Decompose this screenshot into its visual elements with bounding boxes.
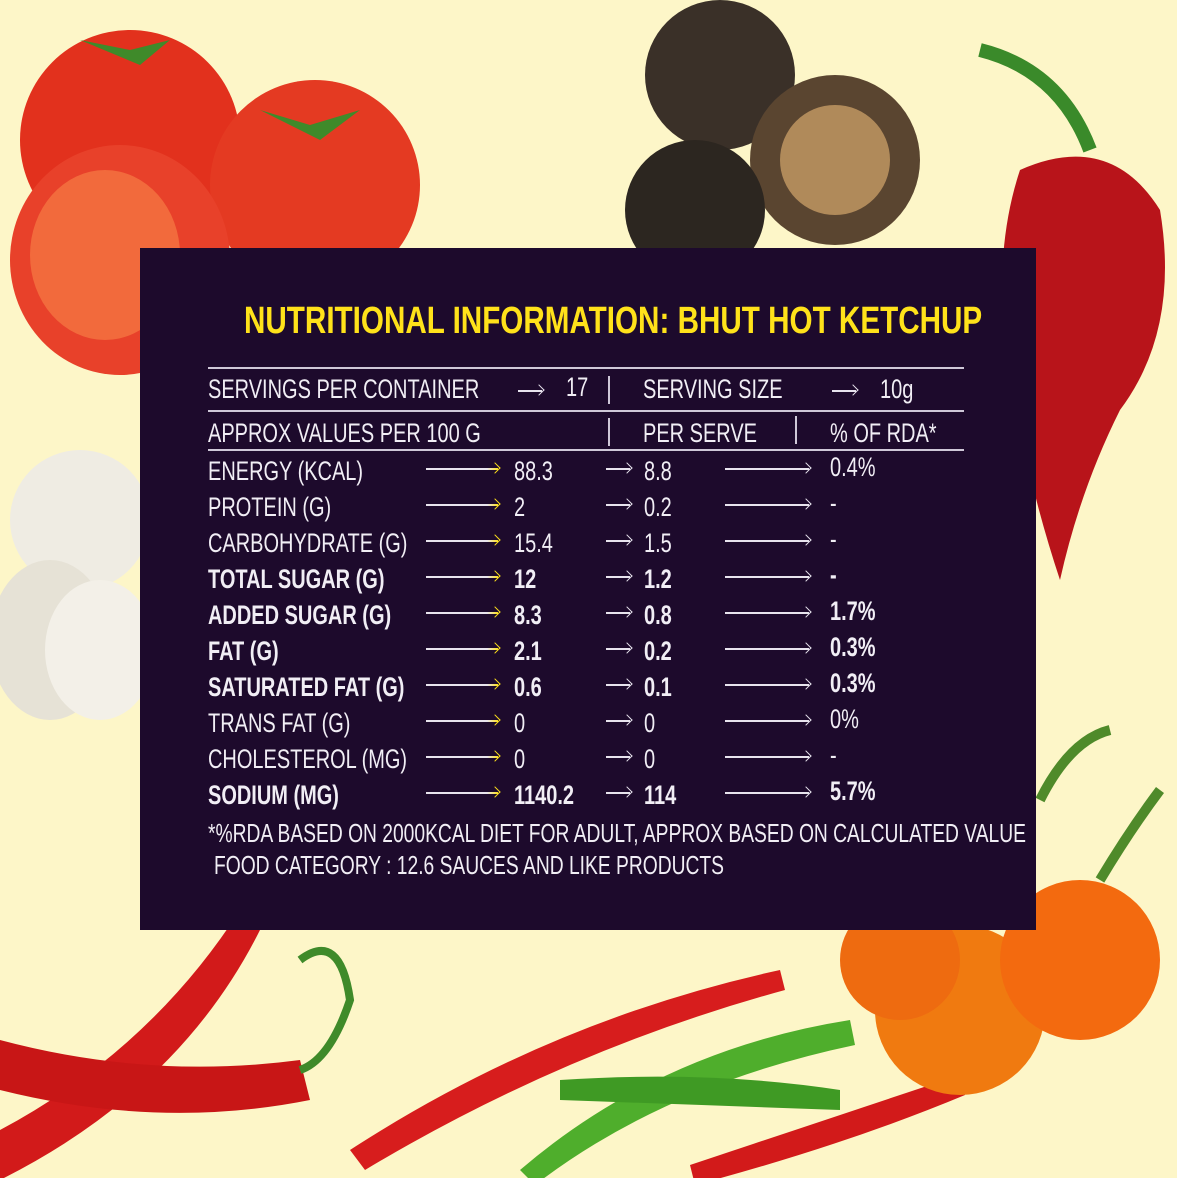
garlic-icon — [0, 450, 155, 720]
arrow-icon — [426, 576, 498, 578]
servings-value: 17 — [566, 372, 589, 402]
nutrient-per-serve: 1.2 — [644, 564, 672, 594]
arrow-icon — [725, 648, 809, 650]
nutrient-per100: 1140.2 — [514, 780, 575, 810]
arrow-icon — [725, 468, 809, 470]
truffle-icon — [625, 0, 920, 280]
nutrient-per-serve: 0 — [644, 744, 656, 774]
title: NUTRITIONAL INFORMATION: BHUT HOT KETCHU… — [244, 300, 983, 342]
nutrient-name: FAT (G) — [208, 636, 279, 666]
divider — [208, 367, 964, 369]
nutrient-per100: 12 — [514, 564, 537, 594]
header-per-serve: PER SERVE — [643, 418, 758, 448]
arrow-icon — [606, 576, 630, 578]
reaper-pepper-icon — [978, 43, 1165, 580]
nutrient-rda: - — [830, 740, 837, 770]
arrow-icon — [832, 390, 856, 392]
arrow-icon — [426, 468, 498, 470]
header-rda: % OF RDA* — [830, 418, 937, 448]
arrow-icon — [518, 390, 542, 392]
arrow-icon — [606, 792, 630, 794]
divider — [608, 418, 610, 446]
arrow-icon — [606, 540, 630, 542]
nutrient-per100: 8.3 — [514, 600, 542, 630]
nutrient-name: ENERGY (KCAL) — [208, 456, 364, 486]
nutrient-rda: 0% — [830, 704, 859, 734]
nutrient-rda: - — [830, 488, 837, 518]
nutrient-rda: 5.7% — [830, 776, 876, 806]
nutrient-per-serve: 0.2 — [644, 492, 672, 522]
divider — [208, 449, 964, 451]
green-chili-icon — [520, 725, 1112, 1178]
serving-size-value: 10g — [880, 374, 914, 404]
arrow-icon — [606, 612, 630, 614]
arrow-icon — [606, 468, 630, 470]
arrow-icon — [426, 720, 498, 722]
nutrient-per-serve: 0.8 — [644, 600, 672, 630]
nutrient-per-serve: 8.8 — [644, 456, 672, 486]
nutrient-per-serve: 0.2 — [644, 636, 672, 666]
nutrient-name: TOTAL SUGAR (G) — [208, 564, 385, 594]
arrow-icon — [606, 756, 630, 758]
nutrient-rda: 0.3% — [830, 632, 876, 662]
arrow-icon — [725, 612, 809, 614]
nutrient-name: CHOLESTEROL (MG) — [208, 744, 408, 774]
nutrient-rda: 0.3% — [830, 668, 876, 698]
nutrient-name: CARBOHYDRATE (G) — [208, 528, 408, 558]
nutrient-rda: 0.4% — [830, 452, 876, 482]
arrow-icon — [606, 720, 630, 722]
arrow-icon — [725, 684, 809, 686]
nutrient-name: TRANS FAT (G) — [208, 708, 351, 738]
divider — [208, 410, 964, 412]
arrow-icon — [426, 504, 498, 506]
tomato-icon — [10, 30, 420, 375]
arrow-icon — [426, 612, 498, 614]
servings-label: SERVINGS PER CONTAINER — [208, 374, 480, 404]
arrow-icon — [606, 684, 630, 686]
header-per100: APPROX VALUES PER 100 G — [208, 418, 481, 448]
food-category: FOOD CATEGORY : 12.6 SAUCES AND LIKE PRO… — [214, 850, 724, 880]
footnote: *%RDA BASED ON 2000KCAL DIET FOR ADULT, … — [208, 818, 1026, 848]
nutrient-per100: 15.4 — [514, 528, 553, 558]
arrow-icon — [426, 540, 498, 542]
arrow-icon — [725, 720, 809, 722]
arrow-icon — [725, 756, 809, 758]
arrow-icon — [606, 504, 630, 506]
red-chili-icon — [0, 910, 965, 1178]
arrow-icon — [725, 792, 809, 794]
nutrient-per100: 2.1 — [514, 636, 542, 666]
nutrient-rda: - — [830, 560, 837, 590]
nutrient-rda: 1.7% — [830, 596, 876, 626]
habanero-icon — [840, 787, 1165, 1095]
arrow-icon — [725, 504, 809, 506]
nutrient-per100: 2 — [514, 492, 526, 522]
divider — [608, 376, 610, 404]
arrow-icon — [606, 648, 630, 650]
arrow-icon — [426, 792, 498, 794]
arrow-icon — [426, 684, 498, 686]
nutrient-per-serve: 0 — [644, 708, 656, 738]
nutrient-name: PROTEIN (G) — [208, 492, 332, 522]
nutrient-name: ADDED SUGAR (G) — [208, 600, 392, 630]
nutrient-per100: 88.3 — [514, 456, 553, 486]
nutrient-per100: 0 — [514, 744, 526, 774]
nutrient-per-serve: 0.1 — [644, 672, 672, 702]
divider — [795, 416, 797, 444]
nutrient-per100: 0 — [514, 708, 526, 738]
nutrient-name: SODIUM (MG) — [208, 780, 339, 810]
arrow-icon — [725, 540, 809, 542]
nutrient-per100: 0.6 — [514, 672, 542, 702]
arrow-icon — [426, 648, 498, 650]
nutrient-per-serve: 114 — [644, 780, 677, 810]
nutrient-name: SATURATED FAT (G) — [208, 672, 405, 702]
nutrient-per-serve: 1.5 — [644, 528, 672, 558]
arrow-icon — [725, 576, 809, 578]
serving-size-label: SERVING SIZE — [643, 374, 783, 404]
nutrient-rda: - — [830, 524, 837, 554]
arrow-icon — [426, 756, 498, 758]
nutrition-panel: NUTRITIONAL INFORMATION: BHUT HOT KETCHU… — [140, 248, 1036, 930]
